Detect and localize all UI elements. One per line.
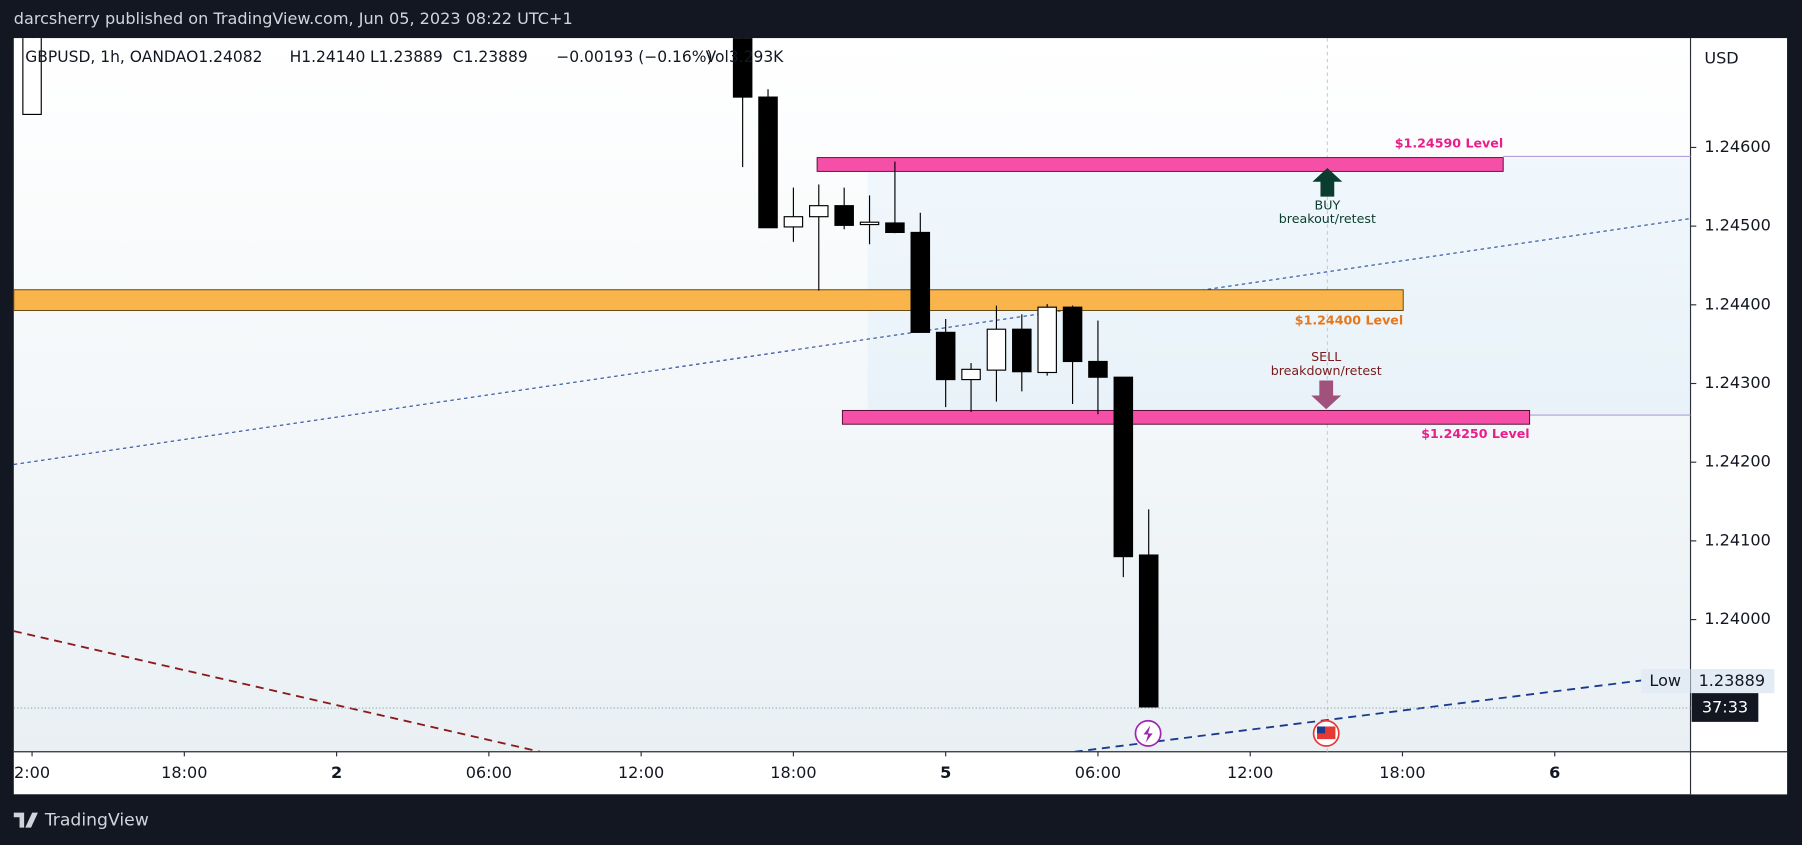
legend-item: GBPUSD, 1h, OANDA	[25, 48, 186, 66]
legend-item: Vol3.293K	[706, 48, 785, 66]
x-tick-label: 2	[331, 763, 342, 782]
candle-body	[961, 368, 981, 381]
annotations: $1.24590 Level $1.24400 Level $1.24250 L…	[1134, 135, 1530, 747]
legend-item: −0.00193 (−0.16%)	[556, 48, 712, 66]
trend-line	[13, 630, 541, 752]
sell-label: SELL	[1311, 349, 1341, 364]
candle-body	[809, 205, 829, 218]
candle-body	[1088, 360, 1108, 378]
candle-body	[732, 38, 753, 98]
legend: GBPUSD, 1h, OANDA O1.24082 H1.24140 L1.2388…	[25, 48, 784, 66]
plot-layer	[13, 38, 1691, 752]
sell-note: breakdown/retest	[1271, 363, 1382, 378]
level-label: $1.24590 Level	[1395, 135, 1503, 150]
y-tick-label: 1.24100	[1704, 530, 1771, 549]
candle-body	[758, 96, 778, 229]
level-band	[841, 409, 1531, 425]
footer: TradingView	[44, 811, 149, 831]
candle-body	[783, 216, 804, 228]
legend-item: H1.24140	[290, 48, 366, 66]
buy-arrow	[1312, 167, 1343, 197]
sell-arrow	[1311, 380, 1342, 410]
flag	[1317, 726, 1326, 734]
legend-item: L1.23889	[370, 48, 443, 66]
low-label-box	[1641, 669, 1691, 694]
candle-body	[859, 221, 880, 226]
currency: USD	[1704, 48, 1738, 67]
y-tick-label: 1.24200	[1704, 452, 1771, 471]
candle-body	[885, 222, 905, 234]
x-tick-label: 18:00	[1379, 763, 1425, 782]
x-tick-label: 12:00	[618, 763, 664, 782]
level-band	[816, 157, 1504, 172]
buy-note: breakout/retest	[1279, 211, 1376, 226]
low-value: 1.23889	[1699, 671, 1766, 690]
x-tick-label: 6	[1549, 763, 1560, 782]
candle-body	[834, 205, 854, 226]
x-tick-label: 18:00	[161, 763, 207, 782]
header: darcsherry published on TradingView.com,…	[14, 9, 573, 28]
x-tick-label: 06:00	[466, 763, 512, 782]
candle-body	[910, 231, 931, 333]
level-label: $1.24400 Level	[1295, 312, 1403, 327]
countdown: 37:33	[1702, 698, 1748, 717]
y-tick-label: 1.24500	[1704, 216, 1771, 235]
x-tick-label: 5	[940, 763, 951, 782]
x-tick-label: 2:00	[14, 763, 50, 782]
event-icon-glyph	[1143, 725, 1153, 743]
level-label: $1.24250 Level	[1421, 426, 1529, 441]
x-tick-label: 18:00	[770, 763, 816, 782]
candle-body	[1113, 376, 1134, 558]
candle-body	[935, 331, 956, 381]
y-tick-label: 1.24600	[1704, 137, 1771, 156]
buy-label: BUY	[1315, 197, 1341, 212]
low-value-box	[1691, 669, 1775, 694]
candle-body	[1037, 306, 1057, 374]
candle-body	[1062, 306, 1083, 363]
price-axis	[1690, 38, 1788, 795]
candle-body	[986, 328, 1007, 371]
time-axis	[13, 751, 1788, 795]
candle-body	[22, 38, 42, 115]
legend-item: C1.23889	[453, 48, 528, 66]
low-label: Low	[1649, 671, 1681, 690]
countdown-box	[1691, 693, 1759, 722]
y-tick-label: 1.24300	[1704, 373, 1771, 392]
position-zone	[867, 157, 1691, 416]
candle-body	[1012, 328, 1032, 373]
candle-body	[1138, 554, 1159, 708]
footer-logo	[13, 812, 38, 828]
x-tick-label: 06:00	[1075, 763, 1121, 782]
legend-item: O1.24082	[186, 48, 262, 66]
plot-area	[13, 38, 1691, 752]
y-tick-label: 1.24400	[1704, 294, 1771, 313]
x-tick-label: 12:00	[1227, 763, 1273, 782]
y-tick-label: 1.24000	[1704, 609, 1771, 628]
level-band	[13, 289, 1404, 311]
